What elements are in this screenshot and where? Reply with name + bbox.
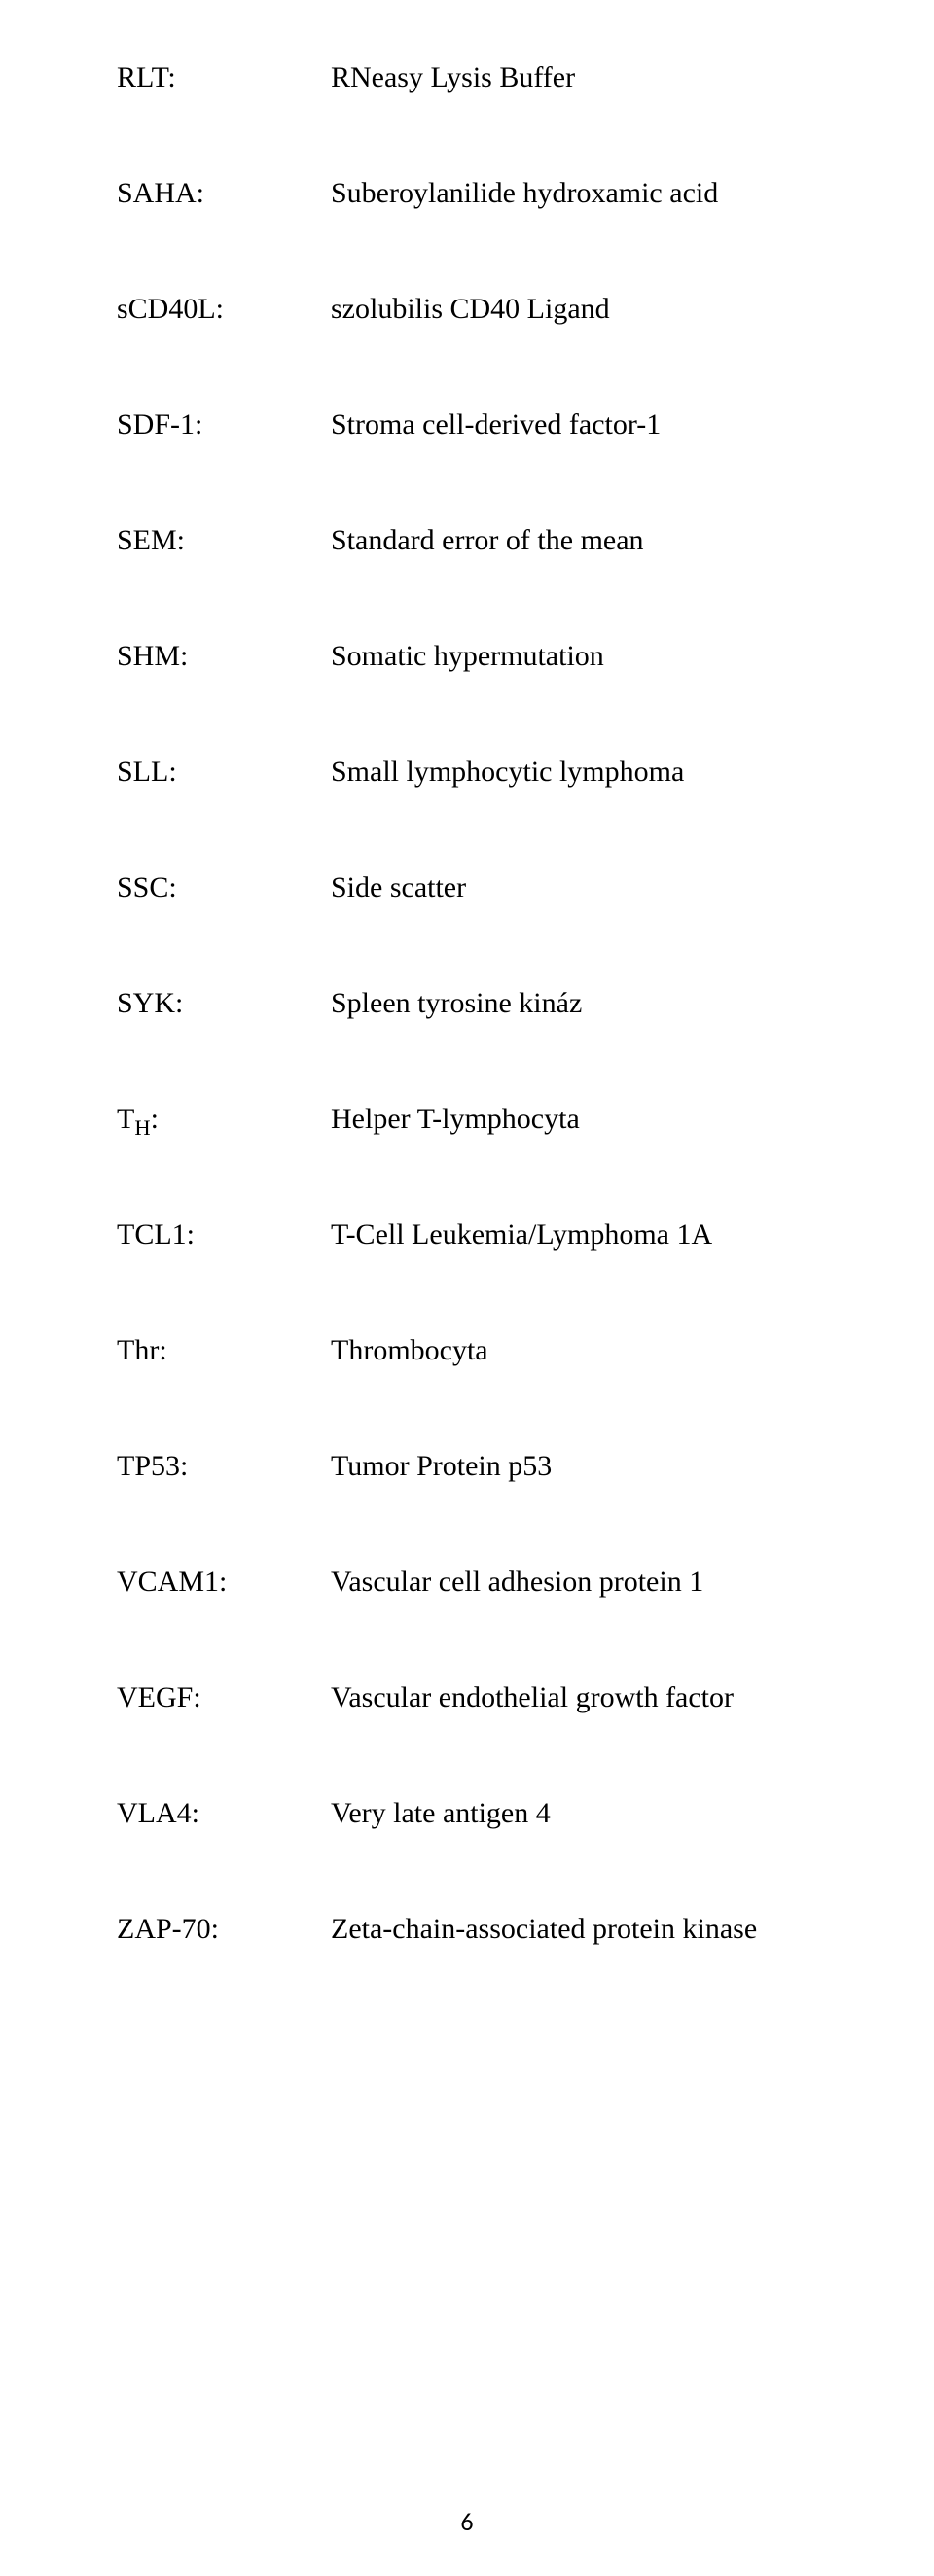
abbreviation-definition: Suberoylanilide hydroxamic acid <box>331 174 856 212</box>
abbreviation-row: VEGF:Vascular endothelial growth factor <box>117 1678 856 1716</box>
abbreviation-term: TP53: <box>117 1447 331 1485</box>
page-number: 6 <box>0 2506 934 2537</box>
abbreviation-row: ZAP-70:Zeta-chain-associated protein kin… <box>117 1910 856 1948</box>
abbreviation-row: SSC:Side scatter <box>117 868 856 906</box>
abbreviation-row: TCL1:T-Cell Leukemia/Lymphoma 1A <box>117 1216 856 1253</box>
abbreviation-row: SAHA:Suberoylanilide hydroxamic acid <box>117 174 856 212</box>
abbreviation-term: VLA4: <box>117 1794 331 1832</box>
abbreviation-definition: Somatic hypermutation <box>331 637 856 675</box>
document-page: RLT:RNeasy Lysis Buffer SAHA:Suberoylanil… <box>0 0 934 2576</box>
abbreviation-row: SDF-1:Stroma cell-derived factor-1 <box>117 406 856 443</box>
abbreviation-term: sCD40L: <box>117 290 331 328</box>
abbreviation-definition: Stroma cell-derived factor-1 <box>331 406 856 443</box>
abbreviation-term: SAHA: <box>117 174 331 212</box>
abbreviation-term: ZAP-70: <box>117 1910 331 1948</box>
abbreviation-definition: Very late antigen 4 <box>331 1794 856 1832</box>
abbreviation-term: SEM: <box>117 521 331 559</box>
abbreviation-row: Thr:Thrombocyta <box>117 1331 856 1369</box>
abbreviation-definition: Tumor Protein p53 <box>331 1447 856 1485</box>
abbreviation-row: SEM:Standard error of the mean <box>117 521 856 559</box>
abbreviation-row: SLL: Small lymphocytic lymphoma <box>117 753 856 791</box>
abbreviation-row: VCAM1:Vascular cell adhesion protein 1 <box>117 1563 856 1601</box>
abbreviation-definition: Small lymphocytic lymphoma <box>331 753 856 791</box>
abbreviation-row: TH:Helper T-lymphocyta <box>117 1100 856 1138</box>
abbreviation-row: VLA4:Very late antigen 4 <box>117 1794 856 1832</box>
abbreviation-definition: szolubilis CD40 Ligand <box>331 290 856 328</box>
abbreviation-term: SDF-1: <box>117 406 331 443</box>
abbreviation-row: SYK:Spleen tyrosine kináz <box>117 984 856 1022</box>
abbreviation-list: RLT:RNeasy Lysis Buffer SAHA:Suberoylanil… <box>117 58 856 1948</box>
abbreviation-row: SHM:Somatic hypermutation <box>117 637 856 675</box>
abbreviation-term: SYK: <box>117 984 331 1022</box>
abbreviation-row: TP53:Tumor Protein p53 <box>117 1447 856 1485</box>
abbreviation-term: TH: <box>117 1100 331 1138</box>
abbreviation-definition: Side scatter <box>331 868 856 906</box>
abbreviation-term: SLL: <box>117 753 331 791</box>
abbreviation-term: Thr: <box>117 1331 331 1369</box>
abbreviation-definition: Thrombocyta <box>331 1331 856 1369</box>
abbreviation-term: VCAM1: <box>117 1563 331 1601</box>
abbreviation-definition: Vascular cell adhesion protein 1 <box>331 1563 856 1601</box>
abbreviation-definition: T-Cell Leukemia/Lymphoma 1A <box>331 1216 856 1253</box>
abbreviation-definition: Standard error of the mean <box>331 521 856 559</box>
abbreviation-term: RLT: <box>117 58 331 96</box>
abbreviation-definition: Spleen tyrosine kináz <box>331 984 856 1022</box>
abbreviation-definition: Zeta-chain-associated protein kinase <box>331 1910 856 1948</box>
abbreviation-definition: RNeasy Lysis Buffer <box>331 58 856 96</box>
abbreviation-row: RLT:RNeasy Lysis Buffer <box>117 58 856 96</box>
abbreviation-term: TCL1: <box>117 1216 331 1253</box>
abbreviation-row: sCD40L:szolubilis CD40 Ligand <box>117 290 856 328</box>
abbreviation-term: SSC: <box>117 868 331 906</box>
abbreviation-definition: Vascular endothelial growth factor <box>331 1678 856 1716</box>
abbreviation-term: SHM: <box>117 637 331 675</box>
abbreviation-term: VEGF: <box>117 1678 331 1716</box>
abbreviation-definition: Helper T-lymphocyta <box>331 1100 856 1138</box>
